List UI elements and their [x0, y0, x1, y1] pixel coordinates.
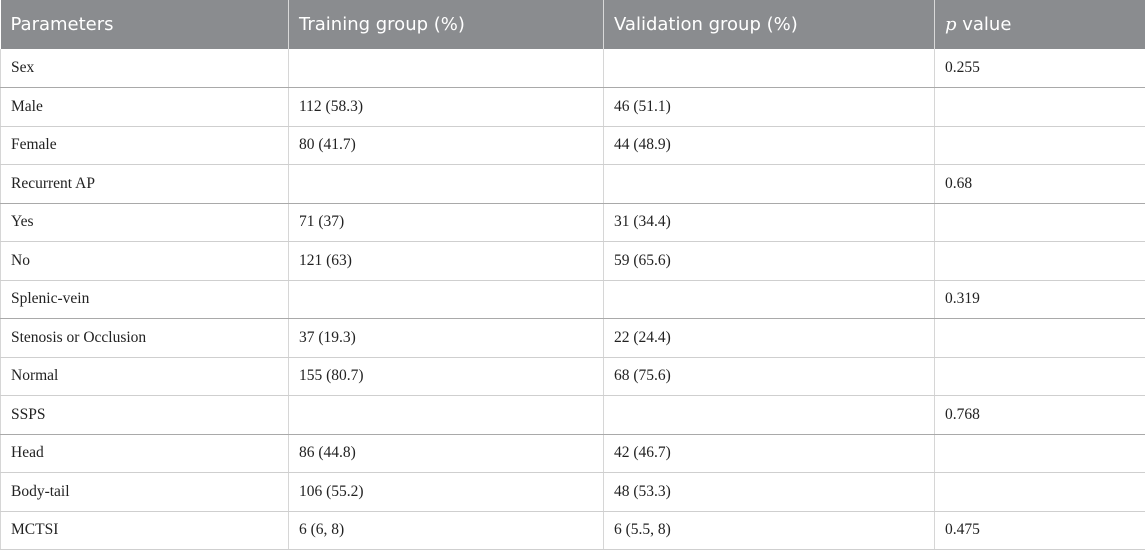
- cell-parameter: Normal: [1, 357, 289, 396]
- cell-p-value: 0.475: [935, 511, 1145, 550]
- header-row: Parameters Training group (%) Validation…: [1, 0, 1145, 49]
- table-row: Sex 0.255: [1, 49, 1145, 88]
- cell-parameter: SSPS: [1, 396, 289, 435]
- cell-p-value: [935, 319, 1145, 358]
- cell-parameter: No: [1, 242, 289, 281]
- cell-training: 80 (41.7): [289, 126, 604, 165]
- cell-parameter: Stenosis or Occlusion: [1, 319, 289, 358]
- cell-training: 112 (58.3): [289, 88, 604, 127]
- header-p-rest: value: [957, 14, 1012, 35]
- cell-training: 37 (19.3): [289, 319, 604, 358]
- cell-parameter: Sex: [1, 49, 289, 88]
- cell-parameter: Recurrent AP: [1, 165, 289, 204]
- cell-training: [289, 280, 604, 319]
- cell-training: [289, 49, 604, 88]
- cell-training: 71 (37): [289, 203, 604, 242]
- cell-p-value: 0.255: [935, 49, 1145, 88]
- cell-parameter: Splenic-vein: [1, 280, 289, 319]
- table-row: Splenic-vein 0.319: [1, 280, 1145, 319]
- table-header: Parameters Training group (%) Validation…: [1, 0, 1145, 49]
- cell-validation: [604, 49, 935, 88]
- cell-p-value: [935, 473, 1145, 512]
- cell-parameter: Male: [1, 88, 289, 127]
- header-parameters: Parameters: [1, 0, 289, 49]
- cell-p-value: [935, 242, 1145, 281]
- header-training-group: Training group (%): [289, 0, 604, 49]
- cell-training: [289, 396, 604, 435]
- cell-p-value: 0.319: [935, 280, 1145, 319]
- cell-validation: [604, 396, 935, 435]
- cell-parameter: Body-tail: [1, 473, 289, 512]
- cell-validation: 44 (48.9): [604, 126, 935, 165]
- cell-parameter: Female: [1, 126, 289, 165]
- cell-p-value: [935, 203, 1145, 242]
- cell-p-value: [935, 357, 1145, 396]
- cell-p-value: 0.768: [935, 396, 1145, 435]
- cell-validation: 48 (53.3): [604, 473, 935, 512]
- cell-training: 155 (80.7): [289, 357, 604, 396]
- cell-training: 6 (6, 8): [289, 511, 604, 550]
- cell-validation: 42 (46.7): [604, 434, 935, 473]
- cell-training: 86 (44.8): [289, 434, 604, 473]
- cell-validation: 59 (65.6): [604, 242, 935, 281]
- cell-p-value: 0.68: [935, 165, 1145, 204]
- cell-parameter: Yes: [1, 203, 289, 242]
- cell-validation: 68 (75.6): [604, 357, 935, 396]
- cell-validation: [604, 165, 935, 204]
- cell-training: 121 (63): [289, 242, 604, 281]
- cell-p-value: [935, 126, 1145, 165]
- header-p-value: p value: [935, 0, 1145, 49]
- header-validation-group: Validation group (%): [604, 0, 935, 49]
- table-row: Recurrent AP 0.68: [1, 165, 1145, 204]
- table-row: SSPS 0.768: [1, 396, 1145, 435]
- cell-validation: 22 (24.4): [604, 319, 935, 358]
- cell-validation: 6 (5.5, 8): [604, 511, 935, 550]
- header-p-italic: p: [945, 14, 957, 35]
- cell-parameter: Head: [1, 434, 289, 473]
- cell-training: 106 (55.2): [289, 473, 604, 512]
- cell-p-value: [935, 434, 1145, 473]
- cell-p-value: [935, 88, 1145, 127]
- cell-parameter: MCTSI: [1, 511, 289, 550]
- cell-validation: [604, 280, 935, 319]
- cell-validation: 46 (51.1): [604, 88, 935, 127]
- cell-validation: 31 (34.4): [604, 203, 935, 242]
- cell-training: [289, 165, 604, 204]
